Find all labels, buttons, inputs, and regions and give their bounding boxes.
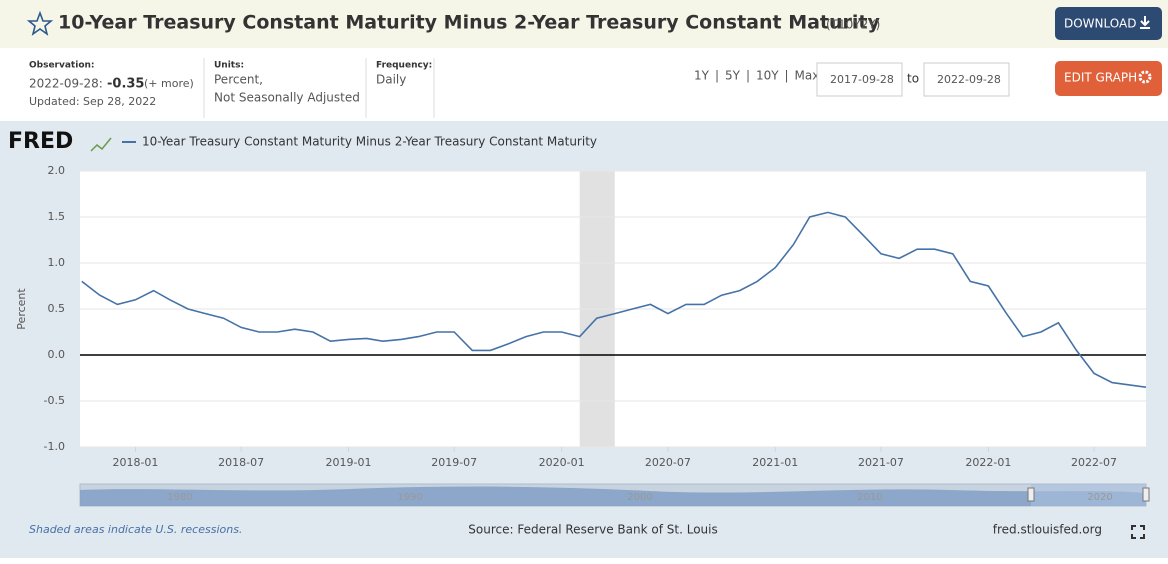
site: fred.stlouisfed.org — [993, 523, 1102, 537]
series-title: 10-Year Treasury Constant Maturity Minus… — [58, 12, 880, 34]
x-tick-label: 2019-01 — [326, 456, 372, 469]
recession-note: Shaded areas indicate U.S. recessions. — [29, 523, 242, 536]
navigator-label: 1980 — [167, 492, 192, 503]
logo-icon — [90, 137, 112, 152]
x-tick-label: 2018-07 — [218, 456, 264, 469]
gear-icon — [1138, 70, 1152, 84]
navigator-handle[interactable] — [1027, 487, 1035, 502]
start-date: 2017-09-28 — [830, 73, 894, 86]
edit-graph-button[interactable] — [1055, 61, 1162, 96]
x-tick-label: 2021-01 — [752, 456, 798, 469]
series-line — [81, 211, 1147, 388]
frequency-label: Frequency: — [376, 61, 432, 71]
x-tick-label: 2019-07 — [431, 456, 477, 469]
favorite-star[interactable] — [26, 10, 54, 36]
download-label: DOWNLOAD — [1064, 17, 1136, 31]
range-link[interactable]: 10Y — [756, 69, 779, 83]
units: Not Seasonally Adjusted — [214, 91, 360, 105]
download-button[interactable] — [1055, 7, 1162, 40]
observation-date: 2022-09-28: — [29, 77, 103, 91]
range-link[interactable]: 1Y — [694, 69, 710, 83]
frequency: Daily — [376, 73, 406, 87]
range-separator: | — [715, 69, 719, 83]
observation-value: -0.35 — [107, 77, 144, 92]
range-separator: | — [746, 69, 750, 83]
updated: Updated: Sep 28, 2022 — [29, 95, 156, 108]
y-tick-label: 0.0 — [48, 348, 66, 361]
edit-graph-label: EDIT GRAPH — [1064, 71, 1137, 85]
navigator-selection[interactable] — [1031, 484, 1146, 506]
source: Source: Federal Reserve Bank of St. Loui… — [468, 523, 717, 537]
series-id: (T10Y2Y) — [826, 18, 880, 32]
more-link[interactable]: (+ more) — [144, 77, 194, 90]
download-icon — [1140, 16, 1150, 29]
y-tick-label: -1.0 — [44, 440, 65, 453]
navigator-label: 2020 — [1087, 492, 1112, 503]
units-label: Units: — [214, 61, 244, 71]
x-tick-label: 2021-07 — [858, 456, 904, 469]
observation-label: Observation: — [29, 61, 95, 71]
y-tick-label: -0.5 — [44, 394, 65, 407]
fred-logo: FRED — [8, 129, 73, 154]
y-tick-label: 1.0 — [48, 256, 66, 269]
legend-label: 10-Year Treasury Constant Maturity Minus… — [142, 135, 597, 149]
range-link[interactable]: Max — [795, 69, 820, 83]
navigator-series — [80, 486, 1146, 506]
header-bar — [0, 0, 1168, 48]
x-tick-label: 2022-07 — [1071, 456, 1117, 469]
navigator-label: 2000 — [627, 492, 652, 503]
x-tick-label: 2018-01 — [112, 456, 158, 469]
start-date-input[interactable] — [816, 62, 903, 97]
x-tick-label: 2020-07 — [645, 456, 691, 469]
units: Percent, — [214, 73, 263, 87]
x-tick-label: 2022-01 — [965, 456, 1011, 469]
x-tick-label: 2020-01 — [539, 456, 585, 469]
range-separator: | — [785, 69, 789, 83]
y-tick-label: 1.5 — [48, 210, 66, 223]
navigator-label: 1990 — [397, 492, 422, 503]
fullscreen-icon[interactable] — [1131, 525, 1145, 539]
range-link[interactable]: 5Y — [725, 69, 741, 83]
end-date: 2022-09-28 — [937, 73, 1001, 86]
to-label: to — [907, 72, 919, 86]
navigator-handle[interactable] — [1142, 487, 1150, 502]
y-tick-label: 0.5 — [48, 302, 66, 315]
y-axis-label: Percent — [15, 288, 28, 330]
y-tick-label: 2.0 — [48, 164, 66, 177]
end-date-input[interactable] — [923, 62, 1010, 97]
navigator-label: 2010 — [857, 492, 882, 503]
